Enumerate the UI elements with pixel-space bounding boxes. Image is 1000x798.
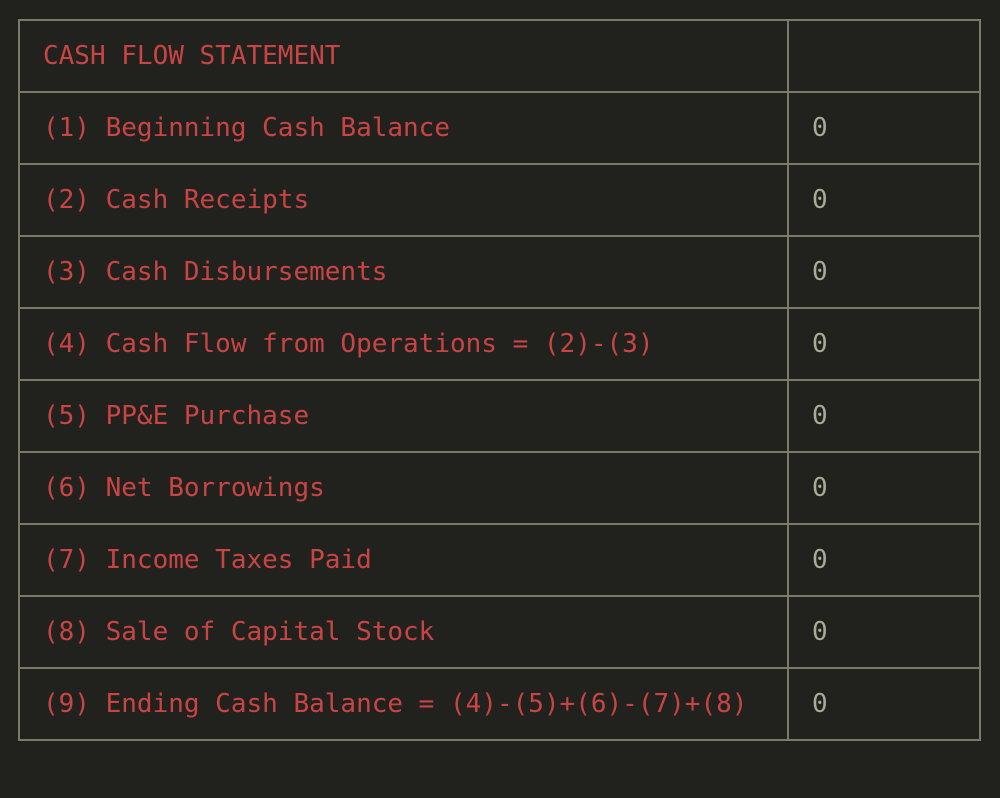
table-row: (3) Cash Disbursements 0 (18, 235, 981, 309)
row-value-net-borrowings: 0 (787, 451, 981, 525)
row-value-beginning-cash-balance: 0 (787, 91, 981, 165)
table-row: (7) Income Taxes Paid 0 (18, 523, 981, 597)
table-row: (5) PP&E Purchase 0 (18, 379, 981, 453)
row-value-cash-flow-from-operations: 0 (787, 307, 981, 381)
row-label-ppe-purchase: (5) PP&E Purchase (18, 379, 789, 453)
row-label-cash-disbursements: (3) Cash Disbursements (18, 235, 789, 309)
cash-flow-statement: CASH FLOW STATEMENT (1) Beginning Cash B… (18, 19, 981, 741)
row-value-sale-of-capital-stock: 0 (787, 595, 981, 669)
row-label-cash-flow-from-operations: (4) Cash Flow from Operations = (2)-(3) (18, 307, 789, 381)
table-row: (1) Beginning Cash Balance 0 (18, 91, 981, 165)
row-label-ending-cash-balance: (9) Ending Cash Balance = (4)-(5)+(6)-(7… (18, 667, 789, 741)
table-row: (4) Cash Flow from Operations = (2)-(3) … (18, 307, 981, 381)
row-value-ppe-purchase: 0 (787, 379, 981, 453)
row-label-beginning-cash-balance: (1) Beginning Cash Balance (18, 91, 789, 165)
row-label-sale-of-capital-stock: (8) Sale of Capital Stock (18, 595, 789, 669)
table-row: (9) Ending Cash Balance = (4)-(5)+(6)-(7… (18, 667, 981, 741)
table-header-row: CASH FLOW STATEMENT (18, 19, 981, 93)
table-row: (2) Cash Receipts 0 (18, 163, 981, 237)
row-value-cash-receipts: 0 (787, 163, 981, 237)
table-title: CASH FLOW STATEMENT (18, 19, 789, 93)
row-value-income-taxes-paid: 0 (787, 523, 981, 597)
table-row: (6) Net Borrowings 0 (18, 451, 981, 525)
row-value-ending-cash-balance: 0 (787, 667, 981, 741)
row-value-cash-disbursements: 0 (787, 235, 981, 309)
table-header-value (787, 19, 981, 93)
table-row: (8) Sale of Capital Stock 0 (18, 595, 981, 669)
cash-flow-table: CASH FLOW STATEMENT (1) Beginning Cash B… (18, 19, 981, 741)
row-label-net-borrowings: (6) Net Borrowings (18, 451, 789, 525)
row-label-income-taxes-paid: (7) Income Taxes Paid (18, 523, 789, 597)
row-label-cash-receipts: (2) Cash Receipts (18, 163, 789, 237)
